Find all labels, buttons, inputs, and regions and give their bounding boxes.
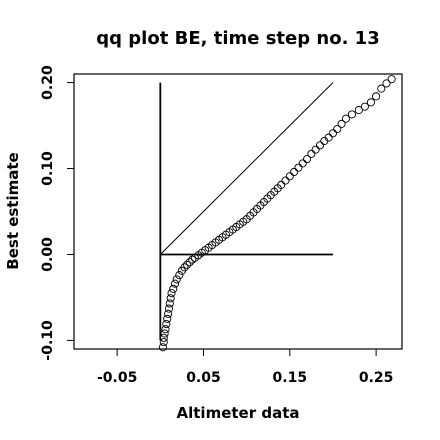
- x-tick-label: 0.25: [359, 370, 394, 386]
- data-point: [315, 141, 325, 150]
- y-tick-label: 0.10: [40, 151, 56, 186]
- chart-title: qq plot BE, time step no. 13: [96, 28, 379, 49]
- data-point: [382, 79, 391, 88]
- data-point: [290, 167, 299, 177]
- data-point: [165, 299, 174, 308]
- data-point: [360, 102, 369, 111]
- x-axis-label: Altimeter data: [177, 404, 300, 422]
- data-point: [175, 271, 184, 280]
- data-point: [167, 289, 176, 298]
- data-point: [158, 343, 167, 352]
- data-point: [185, 258, 194, 267]
- plot-frame: [73, 73, 403, 350]
- data-point: [347, 110, 356, 119]
- data-point: [294, 163, 303, 172]
- data-point: [170, 279, 180, 288]
- data-point: [311, 145, 320, 154]
- data-point: [366, 98, 375, 107]
- y-tick-label: 0.00: [40, 237, 56, 272]
- data-point: [387, 75, 396, 84]
- data-point: [302, 155, 312, 164]
- data-point: [328, 129, 338, 138]
- reference-lines: [159, 82, 334, 341]
- data-point: [161, 325, 170, 334]
- data-point: [164, 304, 173, 313]
- data-point: [324, 133, 333, 142]
- data-point: [333, 124, 342, 134]
- data-point: [172, 275, 181, 284]
- data-point: [188, 255, 197, 264]
- data-point: [372, 92, 381, 101]
- data-point: [307, 149, 316, 158]
- data-point: [160, 329, 169, 338]
- x-tick-label: -0.05: [97, 370, 137, 386]
- data-point: [163, 314, 172, 323]
- x-tick-label: 0.05: [186, 370, 221, 386]
- data-point: [298, 159, 307, 168]
- y-axis-ticks: -0.10 0.00 0.10 0.20: [40, 65, 74, 361]
- data-point: [164, 309, 173, 318]
- x-tick-label: 0.15: [273, 370, 308, 386]
- data-point: [162, 320, 171, 329]
- data-point: [169, 284, 178, 293]
- data-point: [377, 84, 386, 93]
- data-point: [285, 172, 294, 181]
- data-point: [337, 119, 346, 128]
- data-point: [341, 114, 350, 123]
- data-point: [159, 333, 168, 342]
- reference-line-identity: [159, 82, 334, 255]
- y-tick-label: 0.20: [40, 65, 56, 100]
- data-point: [354, 106, 363, 115]
- x-axis-ticks: -0.05 0.05 0.15 0.25: [97, 349, 393, 386]
- data-point: [166, 294, 175, 303]
- data-point: [281, 176, 290, 185]
- data-point: [277, 180, 286, 189]
- data-point: [159, 338, 168, 347]
- y-tick-label: -0.10: [40, 320, 56, 361]
- y-axis-label: Best estimate: [4, 152, 22, 269]
- data-point: [183, 260, 192, 269]
- data-points: [158, 75, 396, 352]
- data-point: [180, 263, 189, 272]
